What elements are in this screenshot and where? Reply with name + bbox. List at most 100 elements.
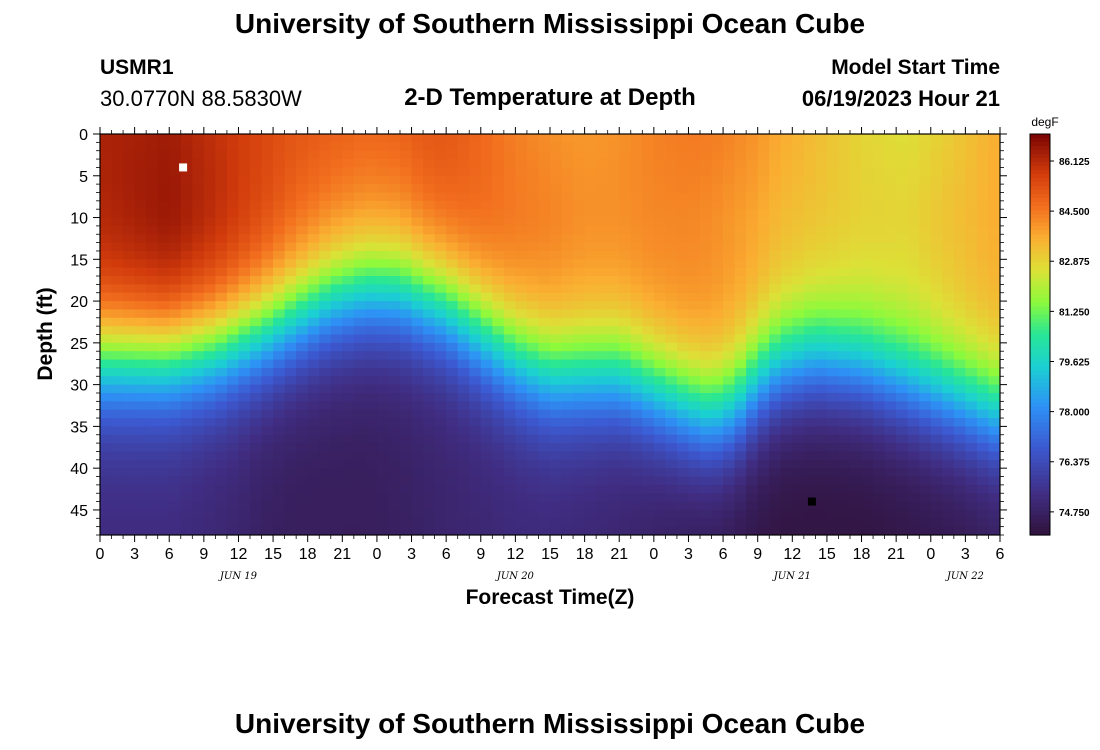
heatmap-cell xyxy=(434,401,447,411)
heatmap-cell xyxy=(423,418,436,427)
heatmap-cell xyxy=(711,418,724,427)
heatmap-cell xyxy=(434,376,447,386)
heatmap-cell xyxy=(480,167,493,177)
heatmap-cell xyxy=(146,326,159,336)
heatmap-cell xyxy=(746,250,759,260)
heatmap-cell xyxy=(942,150,955,160)
colorbar: degF86.12584.50082.87581.25079.62578.000… xyxy=(1029,115,1090,536)
heatmap-cell xyxy=(434,292,447,302)
heatmap-cell xyxy=(676,292,690,302)
heatmap-cell xyxy=(711,443,724,453)
heatmap-cell xyxy=(388,276,401,285)
heatmap-cell xyxy=(400,418,413,427)
heatmap-cell xyxy=(296,484,309,494)
heatmap-cell xyxy=(700,359,713,369)
heatmap-cell xyxy=(134,267,147,277)
heatmap-cell xyxy=(665,159,678,169)
heatmap-cell xyxy=(226,200,240,210)
x-tick-label: 18 xyxy=(576,546,594,563)
heatmap-cell xyxy=(353,468,366,478)
heatmap-cell xyxy=(919,501,932,511)
heatmap-cell xyxy=(111,334,124,344)
heatmap-cell xyxy=(988,259,1000,269)
heatmap-cell xyxy=(976,484,990,494)
heatmap-cell xyxy=(930,267,943,277)
heatmap-cell xyxy=(607,367,620,377)
heatmap-cell xyxy=(376,159,390,169)
heatmap-cell xyxy=(307,142,320,152)
heatmap-cell xyxy=(803,326,816,336)
heatmap-cell xyxy=(873,150,886,160)
heatmap-cell xyxy=(180,167,193,177)
heatmap-cell xyxy=(873,225,886,235)
heatmap-cell xyxy=(723,392,736,402)
heatmap-cell xyxy=(169,234,182,244)
heatmap-cell xyxy=(653,401,666,411)
heatmap-cell xyxy=(746,292,759,302)
heatmap-cell xyxy=(561,150,574,160)
heatmap-cell xyxy=(630,276,643,285)
heatmap-cell xyxy=(146,184,159,194)
heatmap-cell xyxy=(953,518,966,528)
heatmap-cell xyxy=(746,409,759,419)
colorbar-segment xyxy=(1030,210,1050,215)
heatmap-cell xyxy=(296,276,309,285)
heatmap-cell xyxy=(942,217,955,227)
heatmap-cell xyxy=(469,367,482,377)
heatmap-cell xyxy=(653,409,666,419)
heatmap-cell xyxy=(688,367,701,377)
heatmap-cell xyxy=(561,242,574,252)
heatmap-cell xyxy=(861,242,874,252)
heatmap-cell xyxy=(307,526,320,535)
heatmap-cell xyxy=(584,159,597,169)
heatmap-cell xyxy=(503,234,516,244)
heatmap-cell xyxy=(803,526,816,535)
heatmap-cell xyxy=(469,468,482,478)
heatmap-cell xyxy=(988,175,1000,185)
heatmap-cell xyxy=(561,468,574,478)
heatmap-cell xyxy=(711,459,724,469)
heatmap-cell xyxy=(873,259,886,269)
heatmap-cell xyxy=(826,150,840,160)
heatmap-cell xyxy=(573,276,586,285)
heatmap-cell xyxy=(930,376,943,386)
heatmap-cell xyxy=(723,225,736,235)
heatmap-cell xyxy=(561,209,574,219)
heatmap-cell xyxy=(723,200,736,210)
heatmap-cell xyxy=(757,234,770,244)
heatmap-cell xyxy=(342,209,355,219)
heatmap-cell xyxy=(273,301,286,311)
heatmap-cell xyxy=(573,426,586,436)
heatmap-cell xyxy=(238,476,251,486)
heatmap-cell xyxy=(607,234,620,244)
heatmap-cell xyxy=(861,225,874,235)
heatmap-cell xyxy=(988,301,1000,311)
colorbar-segment xyxy=(1030,134,1050,139)
heatmap-cell xyxy=(330,150,343,160)
colorbar-segment xyxy=(1030,150,1050,155)
y-tick-label: 10 xyxy=(70,211,88,228)
heatmap-cell xyxy=(457,367,470,377)
heatmap-cell xyxy=(134,434,147,444)
heatmap-cell xyxy=(353,225,366,235)
heatmap-cell xyxy=(584,326,597,336)
heatmap-cell xyxy=(815,434,828,444)
heatmap-cell xyxy=(134,443,147,453)
colorbar-segment xyxy=(1030,446,1050,452)
heatmap-cell xyxy=(930,276,943,285)
heatmap-cell xyxy=(665,518,678,528)
heatmap-cell xyxy=(884,242,897,252)
heatmap-cell xyxy=(526,401,540,411)
colorbar-segment xyxy=(1030,238,1050,243)
heatmap-cell xyxy=(665,192,678,202)
colorbar-tick-label: 74.750 xyxy=(1059,508,1090,519)
heatmap-cell xyxy=(538,484,551,494)
heatmap-cell xyxy=(457,426,470,436)
heatmap-cell xyxy=(688,175,701,185)
y-tick-label: 30 xyxy=(70,378,88,395)
heatmap-cell xyxy=(146,401,159,411)
heatmap-cell xyxy=(492,451,505,461)
heatmap-cell xyxy=(815,418,828,427)
heatmap-cell xyxy=(780,426,793,436)
heatmap-cell xyxy=(561,409,574,419)
